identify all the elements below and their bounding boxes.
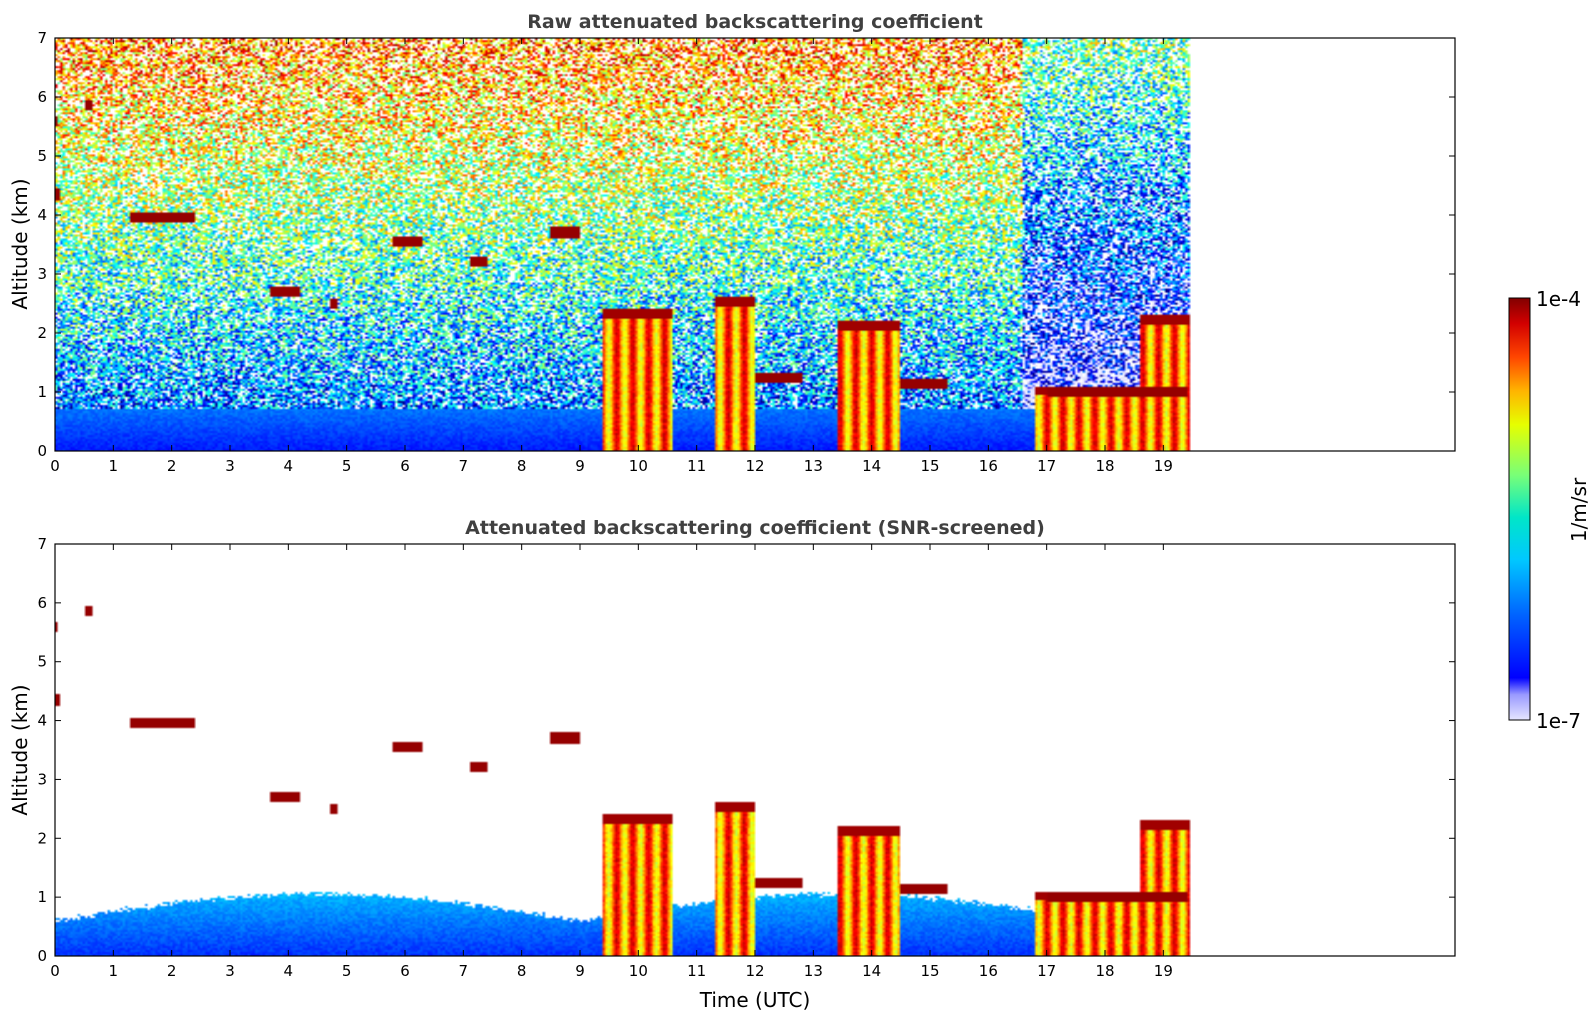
y-tick-label: 2 [37, 324, 47, 342]
x-tick-label: 11 [687, 962, 706, 980]
x-tick-label: 2 [167, 962, 177, 980]
x-tick-label: 9 [575, 457, 585, 475]
colorbar-max-label: 1e-4 [1536, 287, 1581, 311]
x-tick-label: 15 [920, 962, 939, 980]
y-tick-label: 6 [37, 594, 47, 612]
x-tick-label: 15 [920, 457, 939, 475]
x-tick-label: 5 [342, 962, 352, 980]
x-tick-label: 10 [629, 457, 648, 475]
y-tick-label: 6 [37, 88, 47, 106]
y-tick-label: 2 [37, 829, 47, 847]
ylabel-screened: Altitude (km) [8, 684, 32, 815]
y-tick-label: 4 [37, 206, 47, 224]
x-tick-label: 11 [687, 457, 706, 475]
x-tick-label: 2 [167, 457, 177, 475]
x-tick-label: 16 [979, 962, 998, 980]
x-tick-label: 19 [1154, 457, 1173, 475]
x-tick-label: 16 [979, 457, 998, 475]
colorbar-units-label: 1/m/sr [1567, 477, 1591, 542]
x-tick-label: 9 [575, 962, 585, 980]
x-tick-label: 0 [50, 457, 60, 475]
x-tick-label: 13 [804, 962, 823, 980]
x-tick-label: 1 [109, 457, 119, 475]
x-tick-label: 14 [862, 457, 881, 475]
y-tick-label: 4 [37, 712, 47, 730]
x-tick-label: 6 [400, 457, 410, 475]
heatmap-screened [55, 544, 1455, 956]
y-tick-label: 1 [37, 888, 47, 906]
x-tick-label: 19 [1154, 962, 1173, 980]
x-tick-label: 10 [629, 962, 648, 980]
x-tick-label: 17 [1037, 457, 1056, 475]
x-tick-label: 17 [1037, 962, 1056, 980]
x-tick-label: 3 [225, 962, 235, 980]
ylabel-raw: Altitude (km) [8, 178, 32, 309]
x-tick-label: 4 [284, 457, 294, 475]
panel-title-raw: Raw attenuated backscattering coefficien… [527, 11, 983, 33]
x-tick-label: 7 [459, 962, 469, 980]
x-tick-label: 1 [109, 962, 119, 980]
x-tick-label: 0 [50, 962, 60, 980]
x-tick-label: 18 [1095, 962, 1114, 980]
panel-raw: Raw attenuated backscattering coefficien… [8, 11, 1456, 475]
y-tick-label: 0 [37, 947, 47, 965]
y-tick-label: 3 [37, 770, 47, 788]
y-tick-label: 3 [37, 265, 47, 283]
y-tick-label: 5 [37, 147, 47, 165]
x-tick-label: 4 [284, 962, 294, 980]
x-tick-label: 13 [804, 457, 823, 475]
x-tick-label: 8 [517, 962, 527, 980]
y-tick-label: 7 [37, 29, 47, 47]
x-tick-label: 3 [225, 457, 235, 475]
x-tick-label: 8 [517, 457, 527, 475]
colorbar: 1e-4 1e-7 1/m/sr [1508, 287, 1591, 733]
y-tick-label: 7 [37, 535, 47, 553]
x-tick-label: 5 [342, 457, 352, 475]
y-tick-label: 0 [37, 442, 47, 460]
y-tick-label: 1 [37, 383, 47, 401]
panel-title-screened: Attenuated backscattering coefficient (S… [465, 517, 1045, 539]
panel-screened: Attenuated backscattering coefficient (S… [8, 517, 1456, 1012]
x-tick-label: 6 [400, 962, 410, 980]
x-tick-label: 7 [459, 457, 469, 475]
colorbar-min-label: 1e-7 [1536, 709, 1581, 733]
colorbar-ramp [1508, 297, 1531, 721]
x-tick-label: 12 [745, 962, 764, 980]
heatmap-raw [55, 38, 1455, 451]
x-tick-label: 18 [1095, 457, 1114, 475]
x-tick-label: 14 [862, 962, 881, 980]
xlabel-time: Time (UTC) [699, 988, 811, 1012]
x-tick-label: 12 [745, 457, 764, 475]
y-tick-label: 5 [37, 653, 47, 671]
